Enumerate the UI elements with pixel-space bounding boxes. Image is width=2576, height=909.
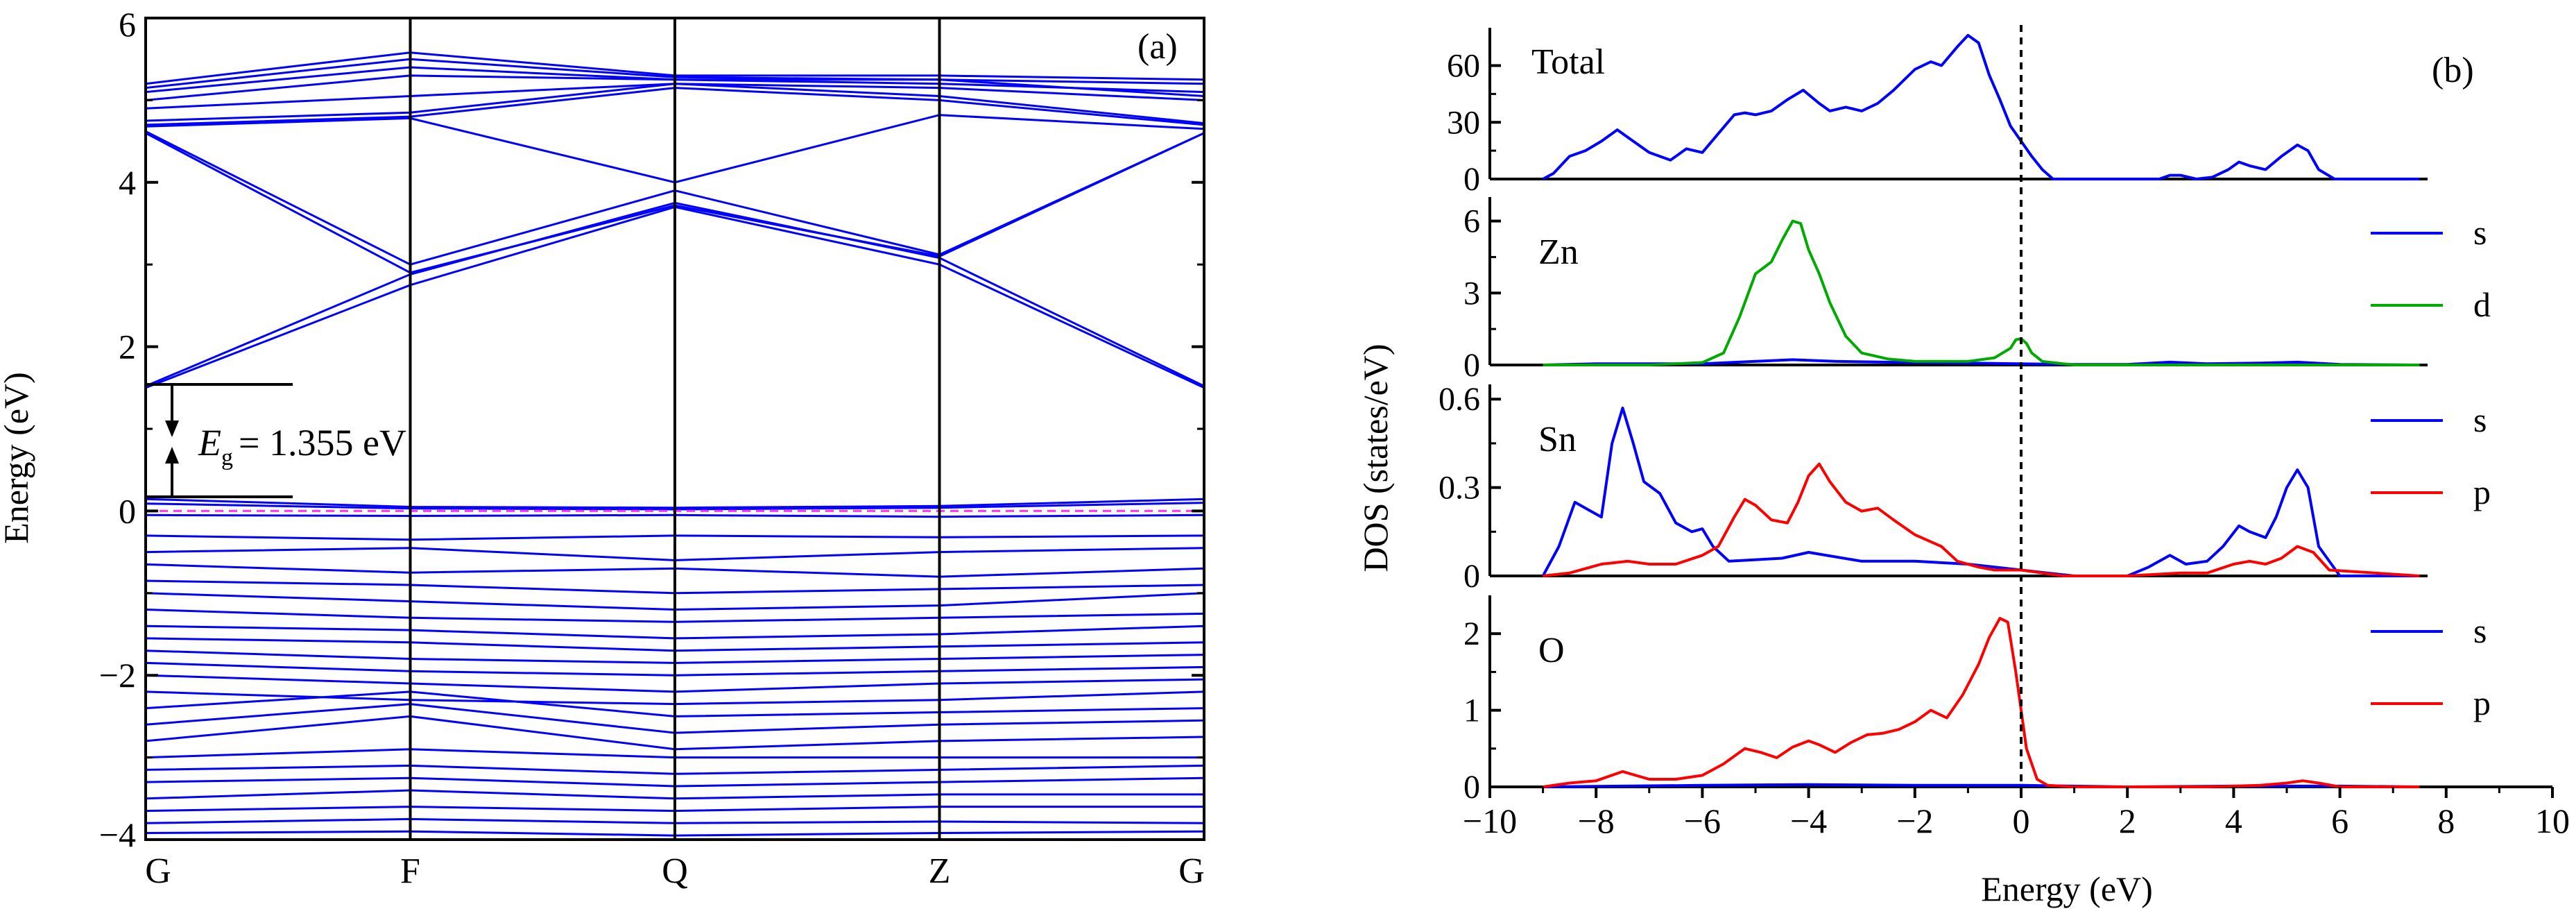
legend-entry: s bbox=[2473, 400, 2487, 439]
dos-subplot: 0 0.3 0.6 Sn sp bbox=[1439, 381, 2491, 595]
k-point-label: G bbox=[1178, 851, 1205, 891]
band-gap-value: = 1.355 eV bbox=[239, 422, 406, 464]
legend-entry: p bbox=[2473, 683, 2491, 722]
y-tick-label: 0.6 bbox=[1439, 381, 1480, 418]
x-tick-label: 2 bbox=[2119, 801, 2136, 840]
legend-entry: d bbox=[2473, 285, 2491, 324]
y-tick-label: 6 bbox=[1463, 203, 1480, 240]
x-tick-label: −6 bbox=[1684, 801, 1721, 840]
dos-curve bbox=[1543, 783, 2420, 788]
y-tick-label: 3 bbox=[1463, 275, 1480, 312]
y-tick-label: 1 bbox=[1463, 693, 1480, 729]
x-tick-label: −2 bbox=[1896, 801, 1933, 840]
k-point-label: Q bbox=[662, 851, 688, 891]
y-tick-label: 30 bbox=[1447, 104, 1480, 141]
dos-subplot: 0 30 60 Total bbox=[1447, 28, 2428, 198]
y-tick-label: 0 bbox=[1463, 161, 1480, 198]
y-tick-label: 2 bbox=[1463, 615, 1480, 652]
y-tick-label: 60 bbox=[1447, 48, 1480, 85]
x-axis-label: Energy (eV) bbox=[1981, 869, 2153, 908]
dos-curve bbox=[1543, 617, 2420, 788]
x-tick-label: −8 bbox=[1578, 801, 1615, 840]
band-gap-symbol: E bbox=[198, 422, 221, 464]
x-tick-label: 6 bbox=[2331, 801, 2349, 840]
element-label: Total bbox=[1531, 42, 1605, 82]
k-point-label: F bbox=[400, 851, 420, 891]
dos-curve bbox=[1541, 407, 2420, 577]
y-tick-label: 0 bbox=[119, 491, 136, 530]
y-tick-label: 0.3 bbox=[1439, 470, 1480, 507]
y-axis-label: Energy (eV) bbox=[0, 372, 35, 544]
dos-curve bbox=[1542, 33, 2420, 180]
dos-curve bbox=[1543, 462, 2420, 577]
x-tick-label: −10 bbox=[1463, 801, 1517, 840]
x-tick-label: 8 bbox=[2437, 801, 2455, 840]
legend-entry: s bbox=[2473, 611, 2487, 650]
band-gap-annotation: Eg = 1.355 eV bbox=[146, 383, 406, 498]
legend-entry: s bbox=[2473, 213, 2487, 252]
x-tick-label: 0 bbox=[2013, 801, 2030, 840]
band-structure-panel: −4 −2 0 2 4 6 G F Q Z G Energy (eV) (a) Eg = 1.355… bbox=[0, 5, 1205, 891]
k-point-label: Z bbox=[929, 851, 951, 891]
y-axis-label: DOS (states/eV) bbox=[1356, 343, 1395, 572]
x-tick-label: −4 bbox=[1790, 801, 1827, 840]
legend-entry: p bbox=[2473, 473, 2491, 511]
dos-subplot: 0 3 6 Zn sd bbox=[1463, 197, 2491, 384]
y-tick-label: 4 bbox=[119, 163, 136, 202]
y-tick-label: 0 bbox=[1463, 347, 1480, 384]
y-tick-label: −2 bbox=[99, 656, 136, 695]
y-tick-label: 0 bbox=[1463, 769, 1480, 806]
y-tick-label: −4 bbox=[99, 815, 136, 854]
y-tick-label: 0 bbox=[1463, 558, 1480, 595]
element-label: Zn bbox=[1538, 232, 1579, 272]
arrow-head-down-icon bbox=[165, 420, 179, 437]
x-tick-label: 4 bbox=[2225, 801, 2242, 840]
panel-label: (a) bbox=[1137, 27, 1178, 67]
y-axis-ticks: −4 −2 0 2 4 6 bbox=[99, 5, 1204, 854]
element-label: O bbox=[1538, 631, 1565, 670]
k-point-dividers bbox=[409, 18, 941, 840]
y-tick-label: 2 bbox=[119, 328, 136, 366]
k-point-label: G bbox=[145, 851, 171, 891]
element-label: Sn bbox=[1538, 420, 1577, 459]
y-tick-label: 6 bbox=[119, 5, 136, 44]
band-gap-label: Eg = 1.355 eV bbox=[198, 422, 406, 470]
x-tick-label: 10 bbox=[2535, 801, 2570, 840]
dos-curve bbox=[1543, 219, 2420, 366]
arrow-head-up-icon bbox=[165, 447, 179, 464]
panel-label: (b) bbox=[2432, 51, 2474, 90]
band-gap-subscript: g bbox=[221, 445, 233, 470]
x-axis-ticks: −10 −8 −6 −4 −2 0 2 4 6 8 10 bbox=[1463, 785, 2570, 840]
